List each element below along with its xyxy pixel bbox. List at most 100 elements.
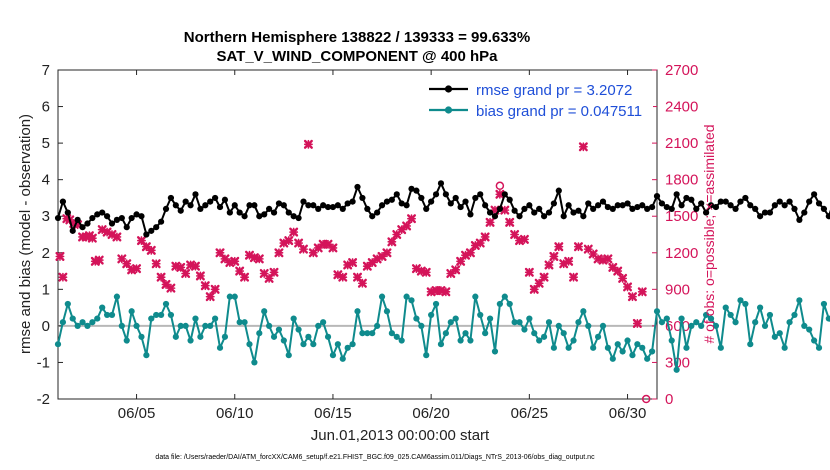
obs-assimilated-marker (480, 232, 490, 242)
rmse-point (246, 202, 253, 209)
bias-point (771, 333, 778, 340)
rmse-point (653, 193, 661, 200)
obs-assimilated-marker (205, 292, 215, 302)
rmse-point (820, 205, 828, 213)
bias-point (673, 366, 680, 373)
rmse-point (74, 216, 81, 223)
obs-assimilated-marker (524, 267, 534, 277)
data-file-footnote: data file: /Users/raeder/DAI/ATM_forcXX/… (155, 454, 595, 461)
obs-assimilated-marker (421, 267, 431, 277)
rmse-point (496, 205, 503, 213)
rmse-point (354, 183, 361, 191)
rmse-point (644, 205, 651, 213)
rmse-point (118, 214, 125, 222)
obs-assimilated-marker (387, 237, 397, 247)
bias-point (275, 326, 283, 333)
rmse-point (521, 205, 528, 213)
rmse-point (310, 202, 317, 209)
rmse-point (673, 191, 680, 198)
bias-point (742, 300, 749, 308)
bias-point (457, 337, 464, 344)
obs-assimilated-marker (289, 227, 299, 237)
bias-point (653, 308, 661, 315)
bias-point (148, 315, 155, 322)
bias-point (280, 337, 287, 344)
bias-point (103, 311, 111, 319)
rmse-point (69, 227, 76, 234)
bias-point (702, 311, 710, 319)
rmse-point (590, 205, 597, 213)
rmse-point (148, 227, 155, 234)
rmse-point (212, 194, 219, 202)
rmse-point (757, 213, 764, 220)
bias-point (74, 322, 81, 329)
rmse-point (418, 194, 425, 202)
obs-assimilated-marker (603, 254, 613, 264)
rmse-point (668, 205, 675, 213)
rmse-point (290, 213, 297, 220)
rmse-point (678, 202, 685, 209)
bias-point (786, 319, 793, 326)
bias-point (310, 341, 317, 348)
rmse-point (761, 209, 769, 216)
rmse-point (624, 200, 631, 207)
rmse-point (79, 224, 86, 231)
bias-point (202, 322, 209, 329)
rmse-point (280, 202, 287, 209)
bias-point (364, 330, 371, 337)
bias-point (133, 322, 140, 329)
bias-point (639, 344, 646, 351)
rmse-point (727, 202, 734, 209)
bias-point (531, 330, 538, 337)
rmse-point (570, 209, 577, 216)
rmse-point (339, 205, 346, 213)
bias-point (113, 293, 121, 300)
right-tick-label: 1800 (665, 172, 698, 189)
obs-assimilated-marker (240, 272, 250, 282)
rmse-point (428, 198, 435, 205)
obs-assimilated-marker (254, 254, 264, 264)
obs-assimilated-marker (156, 272, 166, 282)
rmse-point (364, 205, 371, 213)
bias-point (251, 359, 258, 366)
bias-point (727, 311, 734, 319)
rmse-point (413, 187, 420, 194)
rmse-point (432, 191, 440, 198)
rmse-point (536, 205, 543, 213)
rmse-point (477, 191, 484, 198)
obs-possible-marker (495, 181, 505, 191)
bias-point (197, 333, 204, 340)
rmse-point (555, 187, 562, 194)
rmse-point (491, 213, 499, 220)
right-tick-label: 0 (665, 391, 673, 408)
obs-assimilated-marker (539, 272, 549, 282)
bias-point (781, 344, 788, 351)
bias-point (698, 322, 705, 329)
rmse-point (378, 202, 386, 209)
bias-point (221, 333, 229, 340)
bias-point (344, 344, 351, 351)
obs-assimilated-marker (112, 232, 122, 242)
obs-assimilated-marker (637, 287, 647, 297)
rmse-point (447, 200, 454, 207)
bias-point (329, 352, 337, 359)
bias-point (383, 308, 391, 315)
rmse-point (167, 194, 175, 202)
rmse-point (732, 205, 739, 213)
bias-point (413, 315, 420, 322)
rmse-point (315, 205, 322, 213)
bias-point (796, 297, 803, 304)
rmse-point (285, 209, 292, 216)
bias-point (791, 311, 798, 319)
rmse-point (374, 209, 381, 216)
rmse-point (604, 203, 612, 211)
bias-point (580, 308, 587, 315)
rmse-point (54, 214, 62, 222)
rmse-point (182, 198, 189, 205)
x-tick-label: 06/05 (118, 405, 156, 422)
obs-assimilated-marker (338, 272, 348, 282)
rmse-point (64, 209, 71, 216)
rmse-point (796, 216, 803, 223)
rmse-point (158, 218, 165, 225)
rmse-point (221, 196, 229, 203)
